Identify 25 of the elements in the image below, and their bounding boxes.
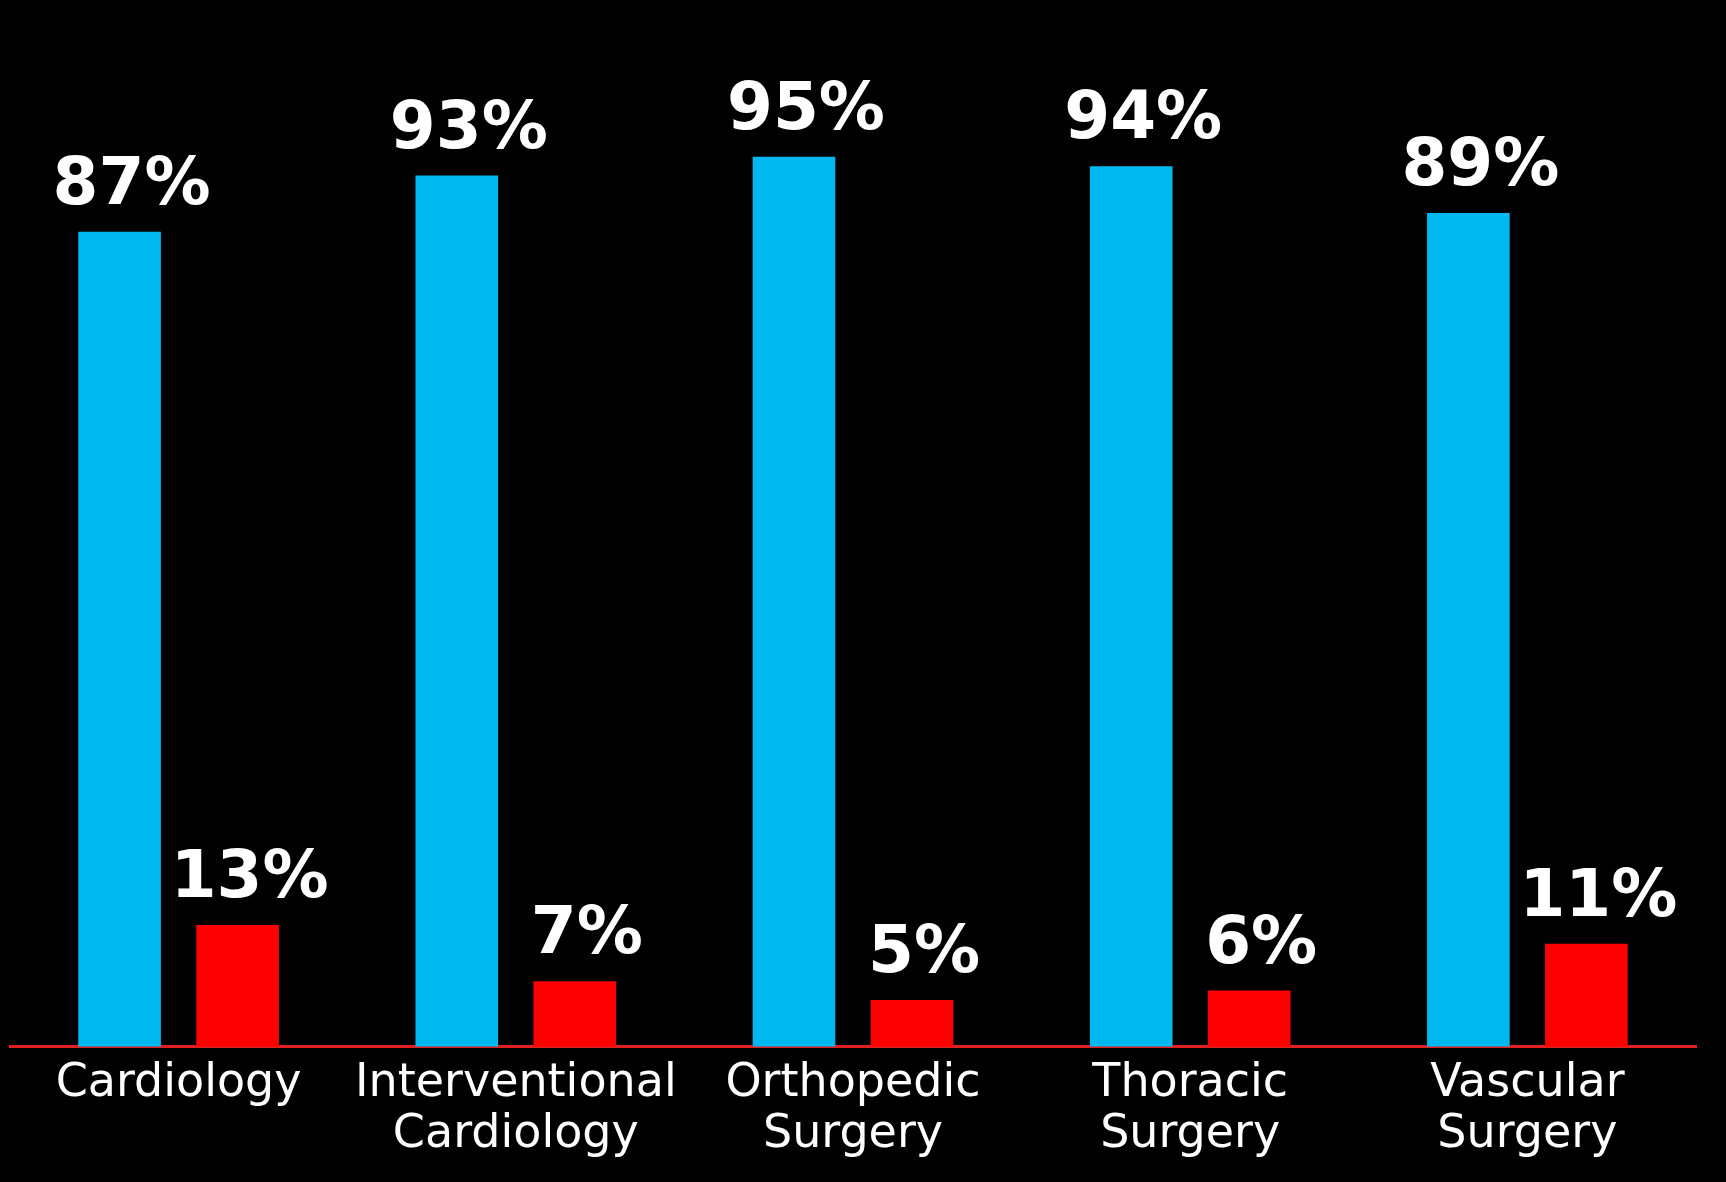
- data-label: 89%: [1401, 124, 1560, 202]
- data-label: 95%: [727, 67, 885, 145]
- x-tick-label: Thoracic Surgery: [1091, 1053, 1289, 1158]
- bar: [196, 925, 279, 1047]
- data-label: 94%: [1064, 77, 1223, 155]
- data-label: 93%: [389, 86, 548, 164]
- x-tick-label: Vascular Surgery: [1430, 1053, 1625, 1158]
- bar: [752, 156, 836, 1047]
- bar: [1207, 990, 1291, 1047]
- x-tick-label: Interventional Cardiology: [354, 1053, 677, 1158]
- data-label: 13%: [170, 836, 329, 914]
- data-label: 87%: [52, 142, 211, 220]
- bar: [78, 231, 161, 1047]
- data-label: 11%: [1519, 854, 1678, 932]
- x-tick-label: Cardiology: [55, 1053, 302, 1108]
- bar: [533, 981, 617, 1047]
- bar: [1427, 213, 1510, 1047]
- bar: [1089, 166, 1173, 1047]
- data-label: 5%: [867, 911, 981, 989]
- data-label: 7%: [530, 892, 643, 970]
- bar: [870, 999, 954, 1047]
- bar: [415, 175, 499, 1047]
- bar: [1545, 943, 1628, 1047]
- data-label: 6%: [1205, 901, 1318, 979]
- x-tick-label: Orthopedic Surgery: [725, 1053, 981, 1158]
